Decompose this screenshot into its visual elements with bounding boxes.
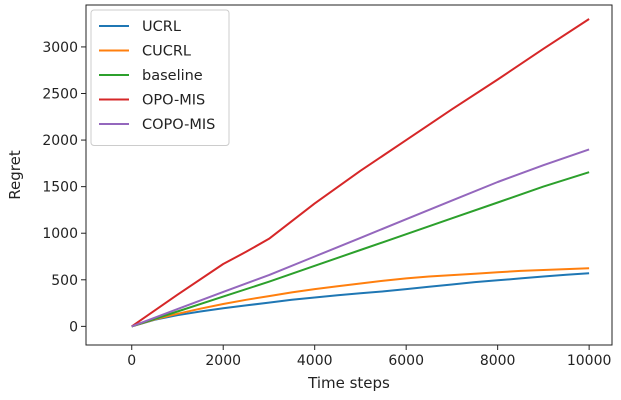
- y-tick-label: 1000: [42, 226, 78, 242]
- legend-box: [90, 9, 230, 146]
- x-tick-label: 4000: [297, 353, 333, 369]
- series-line-baseline: [131, 171, 590, 328]
- x-tick-label: 0: [127, 353, 136, 369]
- x-tick-label: 8000: [480, 353, 516, 369]
- y-tick-label: 2000: [42, 133, 78, 149]
- y-tick-label: 1500: [42, 180, 78, 196]
- series-line-copo-mis: [131, 148, 590, 328]
- series-line-opo-mis: [131, 18, 590, 328]
- x-tick-label: 6000: [388, 353, 424, 369]
- plot-frame: [85, 4, 613, 346]
- legend-label-baseline: baseline: [142, 68, 203, 84]
- legend: UCRL CUCRL baseline OPO-MIS COPO-MIS: [90, 9, 230, 146]
- series-layer: [131, 18, 590, 328]
- y-tick-label: 2500: [42, 86, 78, 102]
- series-line-ucrl: [131, 272, 590, 328]
- legend-label-opo-mis: OPO-MIS: [142, 93, 205, 109]
- legend-label-cucrl: CUCRL: [142, 44, 191, 60]
- x-axis-label: Time steps: [307, 374, 390, 392]
- legend-label-ucrl: UCRL: [142, 19, 181, 35]
- x-tick-label: 2000: [205, 353, 241, 369]
- y-tick-label: 3000: [42, 40, 78, 56]
- y-tick-label: 500: [51, 273, 78, 289]
- y-axis-label: Regret: [6, 150, 24, 200]
- series-line-cucrl: [131, 267, 590, 328]
- legend-label-copo-mis: COPO-MIS: [142, 117, 215, 133]
- y-tick-label: 0: [69, 319, 78, 335]
- x-tick-label: 10000: [567, 353, 612, 369]
- ticks-layer: 0 2000 4000 6000 8000 10000 0 500 1000 1500 2000 25…: [42, 40, 611, 369]
